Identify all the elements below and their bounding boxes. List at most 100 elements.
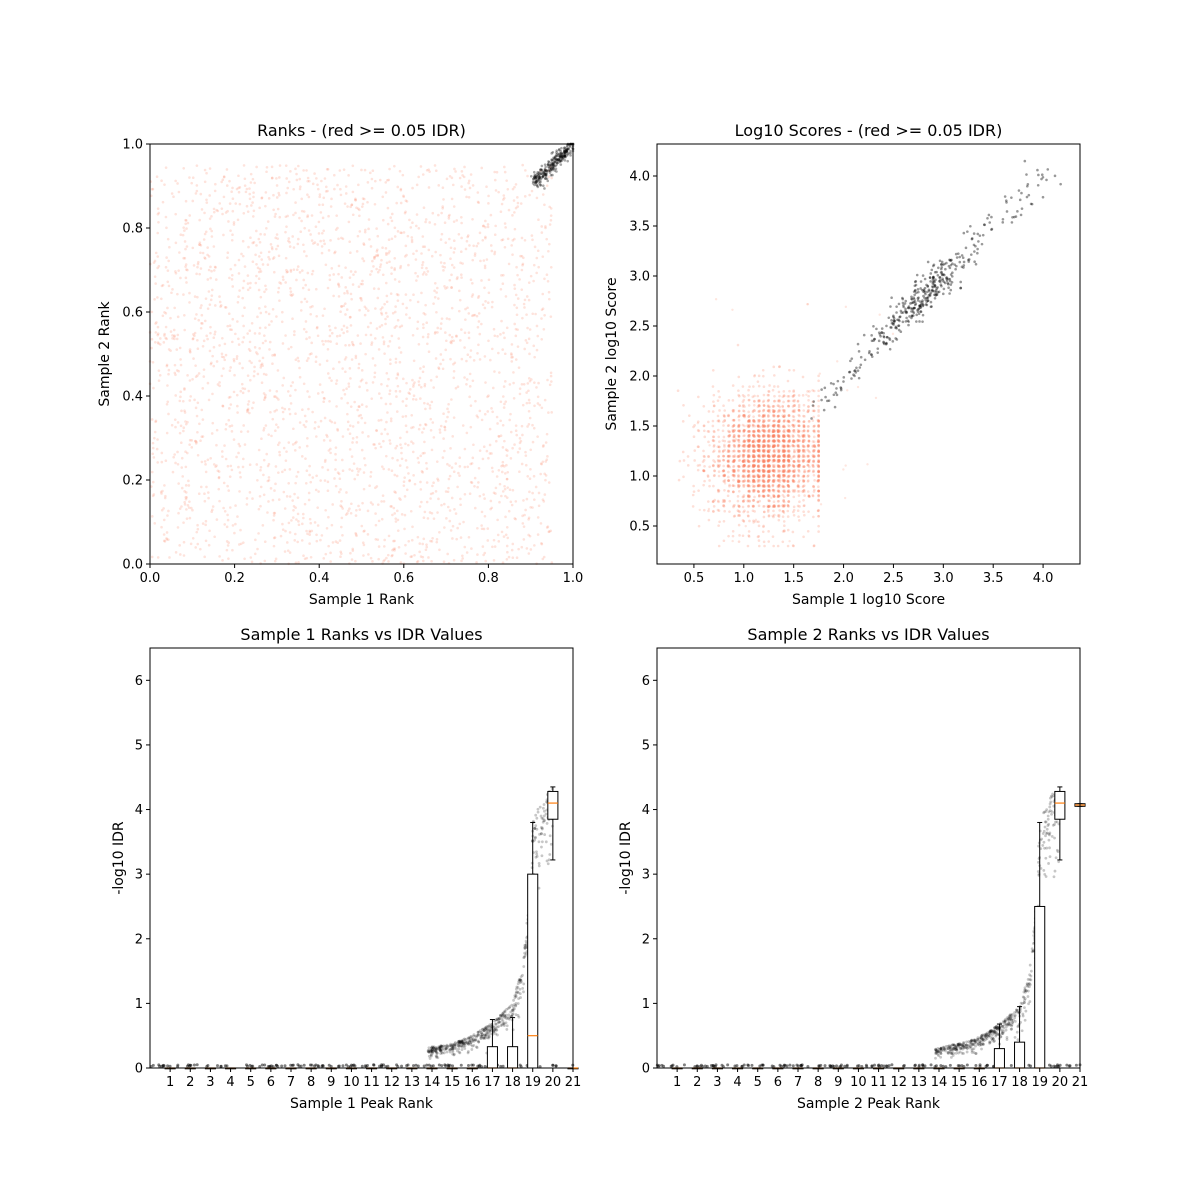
rank-point-red [463, 447, 467, 451]
rank-point-red [448, 317, 451, 321]
rank-point-red [246, 410, 249, 414]
rank-point-red [521, 514, 524, 518]
rank-point-red [327, 339, 330, 343]
rank-point-red [306, 179, 310, 183]
rank-point-red [331, 503, 335, 506]
rank-point-red [515, 433, 519, 437]
rank-point-red [380, 432, 383, 436]
score-point-red [733, 458, 736, 462]
rank-point-red [440, 232, 444, 236]
rank-point-red [171, 288, 174, 291]
rank-point-red [212, 345, 216, 349]
rank-point-red [349, 315, 352, 319]
rank-point-red [305, 254, 308, 258]
rank-point-red [390, 237, 394, 241]
rank-point-red [491, 386, 495, 390]
rank-point-red [325, 433, 328, 437]
rank-point-red [351, 549, 355, 552]
score-point-red [761, 484, 765, 487]
rank-point-red [196, 453, 200, 457]
rank-point-red [541, 460, 545, 464]
rank-point-red [207, 290, 211, 293]
rank-point-red [389, 402, 392, 406]
rank-point-red [152, 386, 155, 390]
score-point-red [801, 490, 805, 493]
rank-point-black [540, 168, 544, 172]
rank-point-red [322, 396, 326, 400]
rank-point-red [547, 411, 550, 414]
rank-point-red [541, 307, 545, 311]
rank-point-red [549, 214, 553, 217]
rank-point-red [150, 310, 154, 314]
rank-point-red [323, 416, 327, 420]
score-point-red [766, 469, 770, 473]
rank-point-red [296, 265, 300, 268]
rank-point-red [510, 548, 514, 552]
score-point-red [718, 459, 722, 463]
score-point-red [737, 474, 741, 477]
score-point-red [761, 445, 765, 449]
rank-point-red [328, 278, 332, 282]
score-point-red [797, 455, 801, 458]
score-point-red [752, 403, 756, 407]
rank-point-red [203, 555, 206, 559]
rank-point-red [354, 354, 358, 358]
rank-point-red [245, 187, 249, 191]
rank-point-red [346, 330, 349, 333]
rank-point-red [443, 526, 446, 529]
rank-point-red [345, 326, 349, 329]
rank-point-red [536, 435, 539, 438]
ranks-title: Ranks - (red >= 0.05 IDR) [257, 121, 466, 140]
rank-point-red [251, 177, 255, 181]
score-point-red [731, 409, 735, 413]
rank-point-red [156, 231, 160, 235]
rank-point-red [388, 340, 392, 343]
score-point-red [783, 490, 786, 494]
rank-point-red [350, 340, 354, 344]
rank-point-red [385, 300, 389, 304]
rank-point-red [273, 354, 277, 357]
rank-point-red [200, 408, 204, 412]
score-point-red [787, 465, 790, 469]
score-point-red [752, 454, 756, 457]
rank-point-red [429, 492, 433, 496]
rank-point-red [297, 520, 300, 523]
score-point-red [797, 464, 801, 468]
rank-point-red [502, 194, 506, 197]
score-point-red [731, 384, 735, 387]
rank-point-black [553, 155, 557, 159]
rank-point-black [563, 150, 567, 154]
score-point-red [813, 424, 816, 428]
rank-point-red [460, 276, 463, 279]
rank-point-red [227, 407, 231, 410]
rank-point-red [352, 343, 355, 347]
rank-point-red [172, 455, 175, 459]
rank-point-red [358, 208, 361, 212]
score-point-red [757, 404, 761, 407]
rank-point-red [237, 451, 240, 455]
rank-point-red [408, 316, 412, 320]
rank-point-red [495, 439, 498, 443]
score-point-red [793, 488, 796, 492]
score-point-red [788, 389, 791, 393]
rank-point-red [355, 509, 358, 512]
rank-point-red [319, 538, 322, 542]
rank-point-black [533, 173, 537, 177]
rank-point-red [506, 449, 509, 452]
rank-point-red [319, 479, 322, 482]
rank-point-red [257, 277, 261, 281]
score-point-red [787, 444, 791, 448]
score-point-red [802, 474, 806, 478]
rank-point-black [546, 163, 550, 167]
score-point-red [792, 368, 796, 372]
rank-point-red [214, 278, 218, 281]
score-point-red [752, 465, 756, 468]
rank-point-red [364, 352, 367, 356]
rank-point-red [184, 484, 188, 487]
rank-point-red [522, 382, 526, 386]
rank-point-red [396, 299, 400, 302]
rank-point-red [464, 318, 467, 321]
rank-point-red [513, 443, 516, 446]
rank-point-red [435, 375, 439, 379]
rank-point-red [211, 354, 214, 358]
